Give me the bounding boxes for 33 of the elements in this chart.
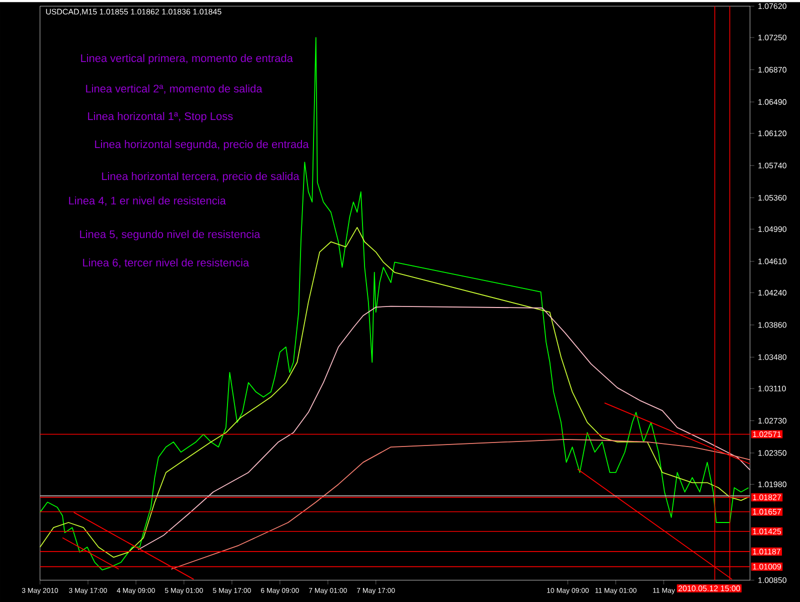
annotation: Linea horizontal segunda, precio de entrada xyxy=(95,140,309,150)
y-tick-label: 1.01980 xyxy=(758,481,786,488)
ref-line-label: 1.01425 xyxy=(753,528,781,534)
ref-line-label: 1.01187 xyxy=(753,548,780,554)
y-tick-label: 1.07620 xyxy=(758,3,786,9)
y-tick-label: 1.04990 xyxy=(758,226,786,232)
annotation: Linea 6, tercer nivel de resistencia xyxy=(83,258,250,268)
ref-line-label: 1.01827 xyxy=(753,494,781,500)
y-tick-label: 1.05360 xyxy=(758,194,786,201)
annotation: Linea 4, 1 er nivel de resistencia xyxy=(69,196,226,206)
y-tick-label: 1.00850 xyxy=(758,577,786,583)
ref-line-label: 2010.05.12 15:00 xyxy=(678,585,740,592)
y-tick-label: 1.02350 xyxy=(758,450,786,456)
y-tick-label: 1.03480 xyxy=(758,354,786,360)
annotation: Linea horizontal 1ª, Stop Loss xyxy=(88,112,233,122)
annotation: Linea vertical 2ª, momento de salida xyxy=(86,84,262,94)
y-tick-label: 1.03110 xyxy=(758,386,786,392)
y-tick-label: 1.02730 xyxy=(758,418,786,424)
ref-line-label: 1.01009 xyxy=(753,564,781,570)
y-tick-label: 1.06120 xyxy=(758,130,786,136)
y-tick-label: 1.05740 xyxy=(758,162,786,168)
y-tick-label: 1.07250 xyxy=(758,34,786,40)
annotation: Linea vertical primera, momento de entrada xyxy=(81,54,293,64)
annotation: Linea horizontal tercera, precio de salida xyxy=(102,172,300,182)
y-tick-label: 1.03860 xyxy=(758,322,786,328)
ref-line-label: 1.02571 xyxy=(753,431,781,437)
ref-line-label: 1.01657 xyxy=(753,508,781,514)
annotation: Linea 5, segundo nivel de resistencia xyxy=(80,230,260,240)
y-tick-label: 1.04610 xyxy=(758,258,786,264)
y-tick-label: 1.06490 xyxy=(758,99,786,105)
y-tick-label: 1.04240 xyxy=(758,290,786,296)
y-tick-label: 1.06870 xyxy=(758,66,786,72)
chart-title: USDCAD,M15 1.01855 1.01862 1.01836 1.01845 xyxy=(46,8,222,16)
